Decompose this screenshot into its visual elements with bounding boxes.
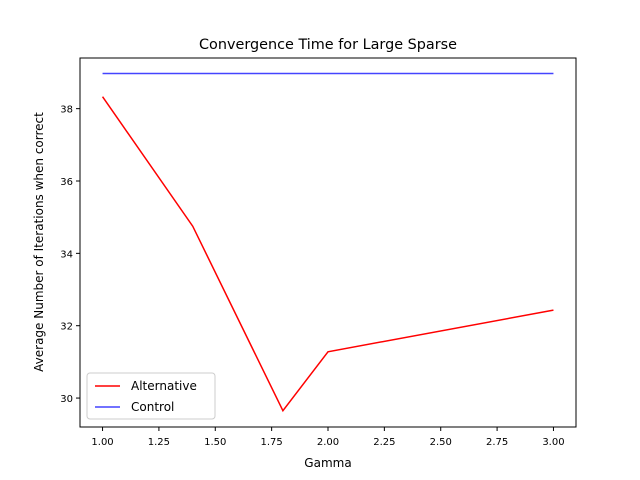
legend: Alternative Control [86, 372, 216, 420]
x-tick-label: 2.50 [430, 437, 452, 448]
y-tick-label: 34 [60, 249, 73, 260]
x-tick-label: 2.00 [317, 437, 339, 448]
x-tick-label: 2.75 [486, 437, 508, 448]
y-tick-label: 38 [60, 105, 73, 116]
legend-label-alternative: Alternative [131, 379, 197, 393]
x-tick-label: 1.75 [261, 437, 283, 448]
series-line-alternative [101, 96, 554, 413]
y-tick-label: 32 [60, 322, 73, 333]
x-axis-label: Gamma [304, 456, 351, 470]
y-axis-label: Average Number of Iterations when correc… [32, 112, 46, 372]
x-tick-label: 1.50 [204, 437, 226, 448]
x-tick-label: 1.00 [91, 437, 113, 448]
series-group [101, 72, 554, 413]
x-axis: 1.00 1.25 1.50 1.75 2.00 2.25 2.50 2.75 3.00 [91, 427, 565, 448]
plot-area [79, 57, 577, 428]
plot-background [80, 58, 576, 427]
x-tick-label: 3.00 [542, 437, 564, 448]
y-tick-label: 30 [60, 394, 73, 405]
y-axis: 30 32 34 36 38 [60, 105, 80, 405]
chart-title: Convergence Time for Large Sparse [199, 37, 457, 53]
x-tick-label: 2.25 [373, 437, 395, 448]
legend-label-control: Control [131, 400, 174, 414]
x-tick-label: 1.25 [148, 437, 170, 448]
y-tick-label: 36 [60, 177, 73, 188]
